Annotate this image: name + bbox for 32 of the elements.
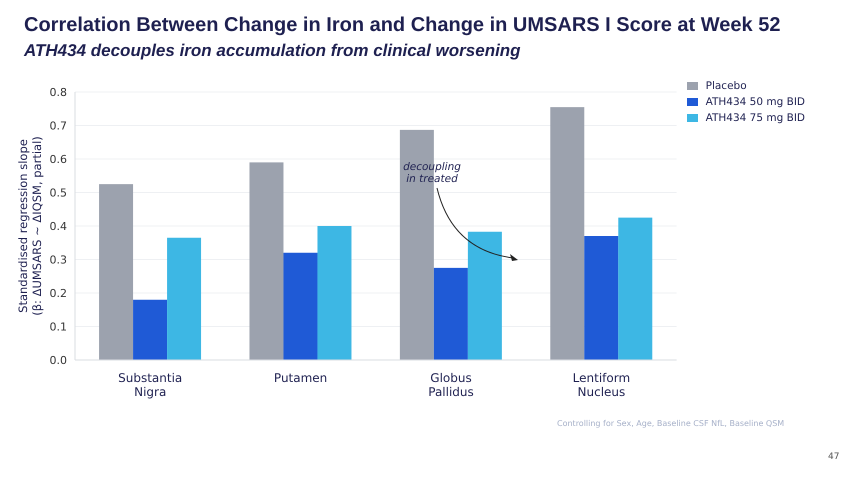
bar xyxy=(434,268,468,360)
bar xyxy=(249,162,284,360)
y-tick-label: 0.3 xyxy=(50,253,67,266)
y-tick-label: 0.2 xyxy=(50,286,67,300)
bar xyxy=(99,184,134,360)
y-tick-label: 0.6 xyxy=(50,152,67,166)
y-tick-label: 0.7 xyxy=(50,119,67,132)
bar xyxy=(167,238,202,360)
y-tick-label: 0.4 xyxy=(50,220,67,233)
y-axis-title: Standardised regression slope (β: ΔUMSARS ~ ΔIQSM, partial) xyxy=(16,136,44,316)
chart-subtitle: ATH434 decouples iron accumulation from clinical worsening xyxy=(24,41,521,61)
y-tick-label: 0.1 xyxy=(50,320,67,334)
bar xyxy=(584,236,618,360)
bar xyxy=(468,232,502,360)
x-tick-label: Lentiform Nucleus xyxy=(572,371,630,399)
bar xyxy=(133,300,168,360)
text: 47 xyxy=(828,452,840,462)
bar xyxy=(618,218,652,360)
y-tick-label: 0.8 xyxy=(50,86,67,99)
y-tick-label: 0.5 xyxy=(50,186,67,200)
legend-label: ATH434 75 mg BID xyxy=(706,111,805,126)
x-tick-label: Putamen xyxy=(274,371,328,385)
bar xyxy=(317,226,352,360)
chart-title: Correlation Between Change in Iron and Change in UMSARS I Score at Week 52 xyxy=(24,14,780,37)
legend-label: Placebo xyxy=(706,79,747,94)
legend-label: ATH434 50 mg BID xyxy=(706,95,805,110)
text: Controlling for Sex, Age, Baseline CSF NfL, Baseline QSM xyxy=(557,419,784,428)
bar xyxy=(550,107,584,360)
y-tick-label: 0.0 xyxy=(50,354,67,367)
bar xyxy=(283,252,318,360)
x-tick-label: Globus Pallidus xyxy=(428,371,474,399)
x-tick-label: Substantia Nigra xyxy=(118,371,182,399)
